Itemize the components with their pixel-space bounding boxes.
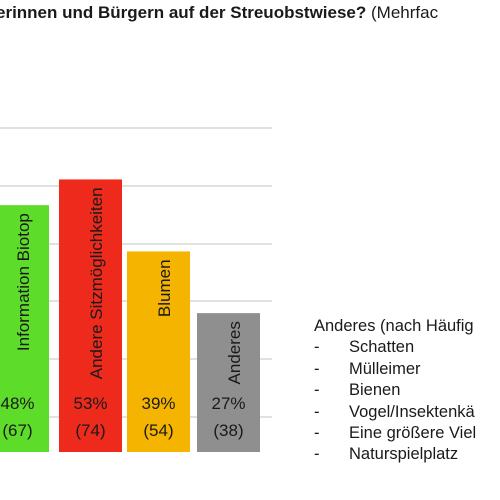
others-item-text: Schatten: [349, 338, 415, 357]
chart-title-suffix: (Mehrfac: [371, 3, 439, 22]
bar-count-label-0: (67): [2, 421, 32, 440]
others-item-1: - Mülleimer: [314, 359, 500, 380]
others-item-3: - Vogel/Insektenkä: [314, 402, 500, 423]
others-item-text: Bienen: [349, 381, 401, 400]
bar-percent-label-3: 27%: [211, 394, 245, 413]
others-item-text: Mülleimer: [349, 359, 421, 378]
others-item-bullet: -: [314, 359, 320, 378]
bar-labels: Information Biotop 48% (67) Andere Sitzmögl…: [0, 187, 245, 440]
others-item-bullet: -: [314, 424, 320, 443]
others-item-2: - Bienen: [314, 380, 500, 401]
others-item-bullet: -: [314, 338, 320, 357]
bar-0: [0, 205, 49, 452]
bar-category-label-0: Information Biotop: [14, 213, 33, 351]
others-heading: Anderes (nach Häufig: [314, 317, 474, 335]
bar-count-label-2: (54): [143, 421, 173, 440]
others-annotation: Anderes (nach Häufig - Schatten - Mülleimer…: [314, 316, 500, 466]
bar-2: [127, 251, 190, 452]
chart-title-main: erinnen und Bürgern auf der Streuobstwie…: [0, 3, 367, 22]
chart-title: erinnen und Bürgern auf der Streuobstwie…: [0, 2, 500, 24]
bar-count-label-3: (38): [213, 421, 243, 440]
bar-category-label-2: Blumen: [155, 259, 174, 317]
bar-count-label-1: (74): [75, 421, 105, 440]
others-item-text: Eine größere Viel: [349, 424, 477, 443]
others-item-0: - Schatten: [314, 337, 500, 358]
others-item-bullet: -: [314, 381, 320, 400]
others-item-bullet: -: [314, 402, 320, 421]
bar-percent-label-1: 53%: [73, 394, 107, 413]
bar-1: [59, 179, 122, 452]
others-item-bullet: -: [314, 445, 320, 464]
others-item-4: - Eine größere Viel: [314, 423, 500, 444]
others-list: - Schatten - Mülleimer - Bienen - Vogel/Insekte…: [314, 337, 500, 465]
others-item-5: - Naturspielplatz: [314, 444, 500, 465]
bar-3: [197, 313, 260, 452]
bar-category-label-1: Andere Sitzmöglichkeiten: [87, 187, 106, 379]
bars: [0, 179, 260, 452]
others-item-text: Naturspielplatz: [349, 445, 459, 464]
others-item-text: Vogel/Insektenkä: [349, 402, 475, 421]
bar-percent-label-2: 39%: [141, 394, 175, 413]
bar-percent-label-0: 48%: [0, 394, 34, 413]
bar-category-label-3: Anderes: [225, 321, 244, 384]
